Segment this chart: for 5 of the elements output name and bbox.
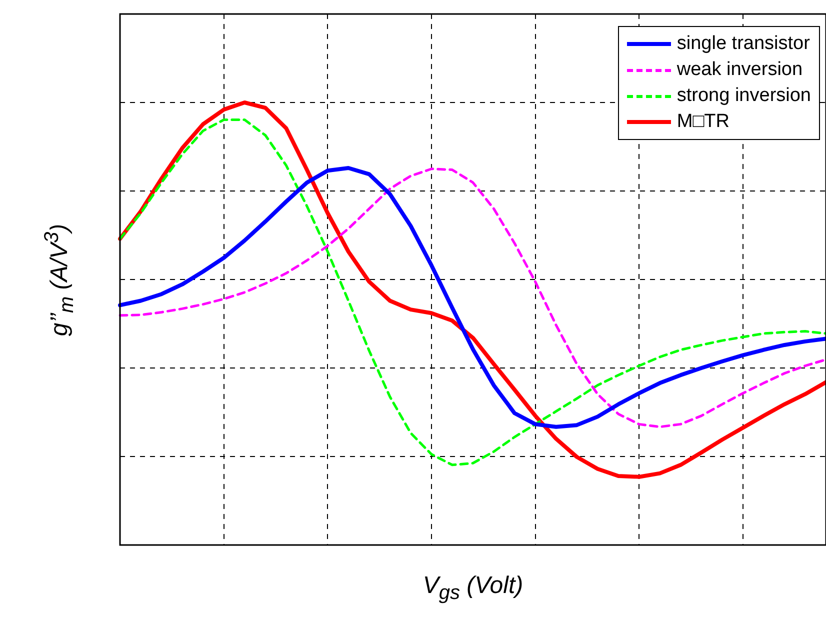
- legend-label: weak inversion: [676, 59, 803, 81]
- legend-label: single transistor: [676, 33, 810, 55]
- x-axis-title: V$_{gs}$ (Volt): [422, 572, 524, 605]
- legend-label: strong inversion: [676, 85, 811, 107]
- legend-label: M□TR: [676, 111, 730, 133]
